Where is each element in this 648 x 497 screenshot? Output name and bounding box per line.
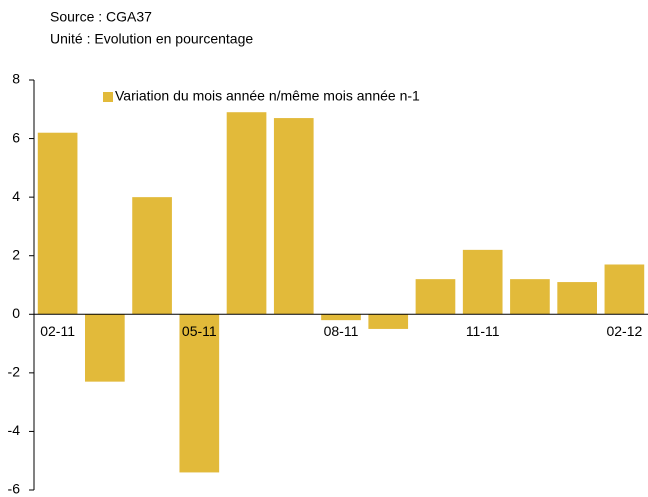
y-tick-label: 8 bbox=[12, 71, 20, 87]
legend-label: Variation du mois année n/même mois anné… bbox=[115, 88, 420, 104]
x-tick-label: 02-11 bbox=[40, 323, 75, 339]
x-tick-label: 08-11 bbox=[324, 323, 359, 339]
y-tick-label: 0 bbox=[12, 305, 20, 321]
x-tick-label: 05-11 bbox=[182, 323, 217, 339]
bar bbox=[557, 282, 597, 315]
legend-swatch bbox=[103, 92, 113, 102]
source: Source : CGA37 bbox=[50, 9, 152, 25]
y-tick-label: -6 bbox=[8, 481, 21, 497]
y-tick-label: -2 bbox=[8, 364, 21, 380]
bar bbox=[462, 249, 503, 315]
y-tick-label: 4 bbox=[12, 188, 20, 204]
bar bbox=[604, 264, 645, 315]
x-tick-label: 11-11 bbox=[466, 323, 500, 339]
bar bbox=[132, 197, 172, 315]
bar bbox=[179, 314, 220, 473]
y-tick-label: 6 bbox=[12, 129, 20, 145]
bar bbox=[510, 279, 550, 315]
bar bbox=[273, 118, 314, 315]
y-tick-label: -4 bbox=[8, 422, 21, 438]
y-tick-label: 2 bbox=[12, 246, 20, 262]
unit: Unité : Evolution en pourcentage bbox=[50, 31, 253, 47]
bar bbox=[226, 112, 267, 315]
bar bbox=[321, 314, 361, 321]
x-tick-label: 02-12 bbox=[606, 323, 642, 339]
bar bbox=[85, 314, 125, 382]
bar bbox=[37, 132, 78, 315]
bar bbox=[415, 279, 456, 315]
bar bbox=[368, 314, 409, 329]
